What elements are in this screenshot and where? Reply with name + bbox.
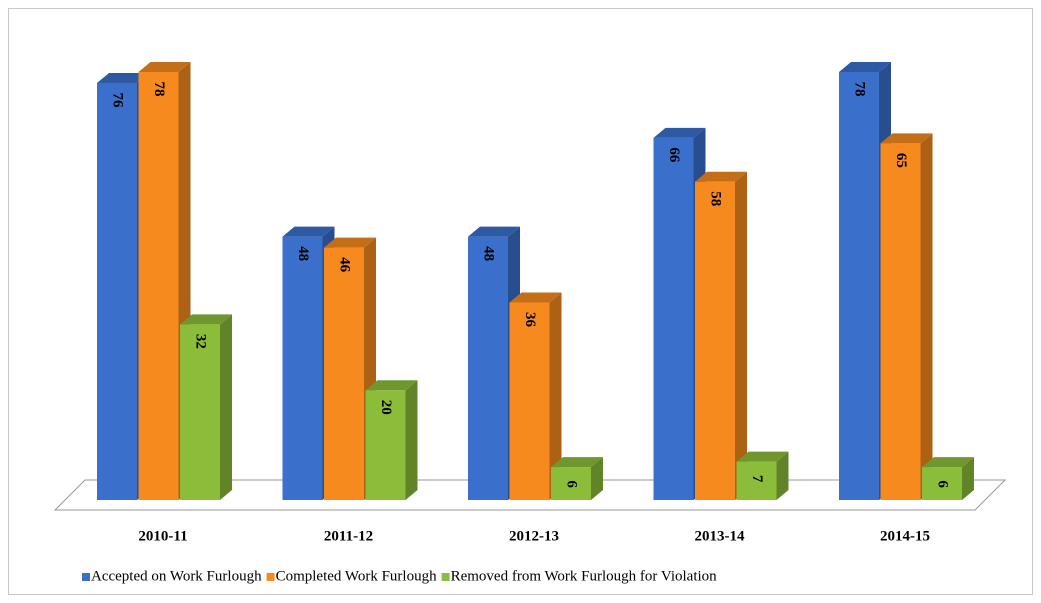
bar-top	[468, 226, 520, 237]
bar	[922, 457, 974, 500]
value-label: 78	[852, 82, 868, 97]
bar-front	[551, 467, 591, 500]
bar-front	[282, 236, 323, 500]
value-label: 46	[337, 257, 353, 273]
bar-front	[922, 467, 962, 500]
bar-top	[922, 457, 974, 468]
bar-top	[880, 133, 933, 144]
bar	[880, 133, 933, 501]
bar-front	[468, 236, 508, 500]
bar-front	[695, 181, 735, 500]
bar-front	[138, 72, 179, 500]
legend-label: Removed from Work Furlough for Violation	[451, 568, 718, 584]
bar-top	[365, 380, 418, 391]
bar-top	[138, 62, 191, 72]
bar-side	[776, 451, 789, 500]
value-label: 78	[151, 82, 167, 97]
bar-side	[549, 292, 562, 500]
bar-side	[735, 171, 747, 500]
value-label: 36	[522, 312, 538, 328]
bar-top	[695, 171, 747, 182]
bar-side	[962, 457, 974, 500]
bar-top	[551, 457, 603, 468]
value-label: 58	[708, 191, 724, 206]
bar	[695, 171, 747, 500]
bar-front	[180, 324, 220, 500]
x-tick-label: 2013-14	[695, 528, 745, 544]
legend-label: Completed Work Furlough	[276, 568, 438, 584]
bar-top	[509, 292, 562, 303]
value-label: 6	[935, 480, 951, 488]
legend-marker	[82, 573, 90, 581]
bar-top	[180, 314, 232, 325]
bar-side	[920, 133, 933, 501]
bar	[180, 314, 232, 500]
bar-front	[365, 390, 406, 500]
bar	[365, 380, 418, 500]
legend-marker	[266, 573, 275, 581]
bar-front	[880, 143, 921, 501]
value-label: 48	[481, 246, 497, 261]
bar-side	[405, 380, 418, 500]
bar-top	[839, 62, 891, 72]
bar-side	[220, 314, 232, 500]
bar-top	[97, 72, 149, 83]
bar-front	[509, 302, 550, 500]
bar	[509, 292, 562, 500]
x-tick-label: 2014-15	[880, 528, 930, 544]
value-label: 7	[749, 475, 765, 483]
bar-top	[736, 451, 789, 462]
bar	[551, 457, 603, 500]
value-label: 6	[564, 480, 580, 488]
bar-side	[591, 457, 603, 500]
bar-top	[324, 237, 376, 248]
value-label: 76	[110, 92, 126, 108]
value-label: 48	[295, 246, 311, 261]
bar-front	[839, 72, 879, 500]
value-label: 65	[893, 153, 909, 168]
bar-front	[97, 82, 137, 500]
value-label: 20	[378, 400, 394, 415]
bar-front	[736, 461, 777, 500]
bar	[736, 451, 789, 500]
legend-marker	[441, 573, 450, 581]
x-tick-label: 2011-12	[324, 528, 373, 544]
x-tick-label: 2012-13	[509, 528, 559, 544]
x-tick-label: 2010-11	[138, 528, 187, 544]
bar-top	[282, 226, 335, 237]
value-label: 32	[193, 334, 209, 349]
legend-label: Accepted on Work Furlough	[91, 568, 262, 584]
bar-front	[653, 137, 694, 500]
bar-top	[653, 127, 706, 138]
bar-front	[324, 247, 364, 500]
value-label: 66	[666, 147, 682, 163]
